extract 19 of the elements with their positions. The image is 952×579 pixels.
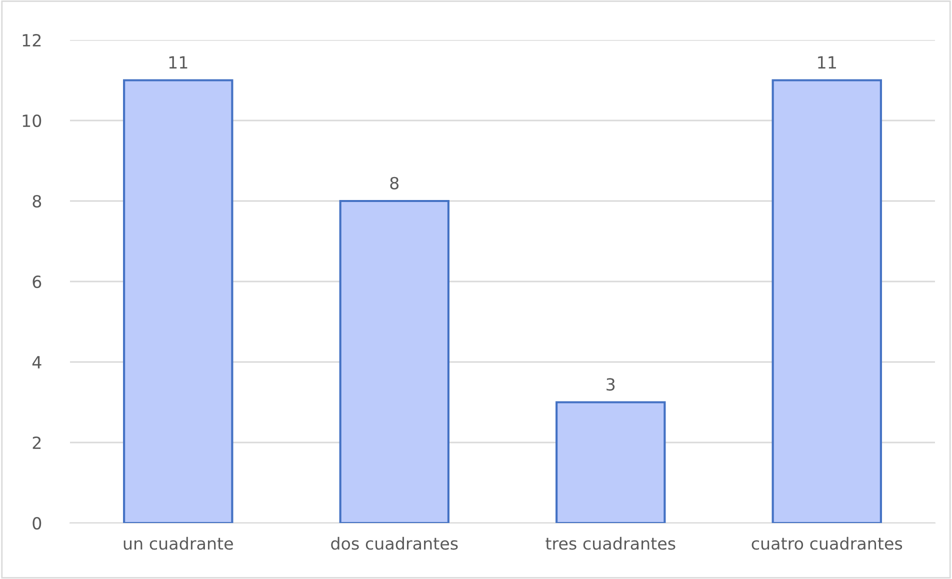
y-tick-label: 4 [32, 356, 42, 368]
data-label: 11 [169, 56, 188, 68]
bar [772, 79, 882, 523]
x-tick-label: cuatro cuadrantes [752, 536, 902, 550]
y-tick-label: 10 [22, 114, 42, 128]
data-label: 8 [390, 176, 399, 190]
y-tick-label: 6 [32, 275, 42, 288]
x-tick-label: dos cuadrantes [331, 536, 458, 550]
bar [556, 401, 666, 523]
bar [123, 79, 234, 523]
y-tick-label: 8 [32, 194, 42, 208]
data-label: 11 [818, 56, 836, 68]
bar [339, 200, 450, 523]
x-tick-label: tres cuadrantes [546, 536, 676, 550]
x-tick-label: un cuadrante [124, 536, 233, 550]
y-tick-label: 0 [32, 516, 42, 530]
y-tick-label: 2 [32, 436, 41, 449]
data-label: 3 [606, 378, 615, 391]
y-tick-label: 12 [22, 34, 41, 46]
